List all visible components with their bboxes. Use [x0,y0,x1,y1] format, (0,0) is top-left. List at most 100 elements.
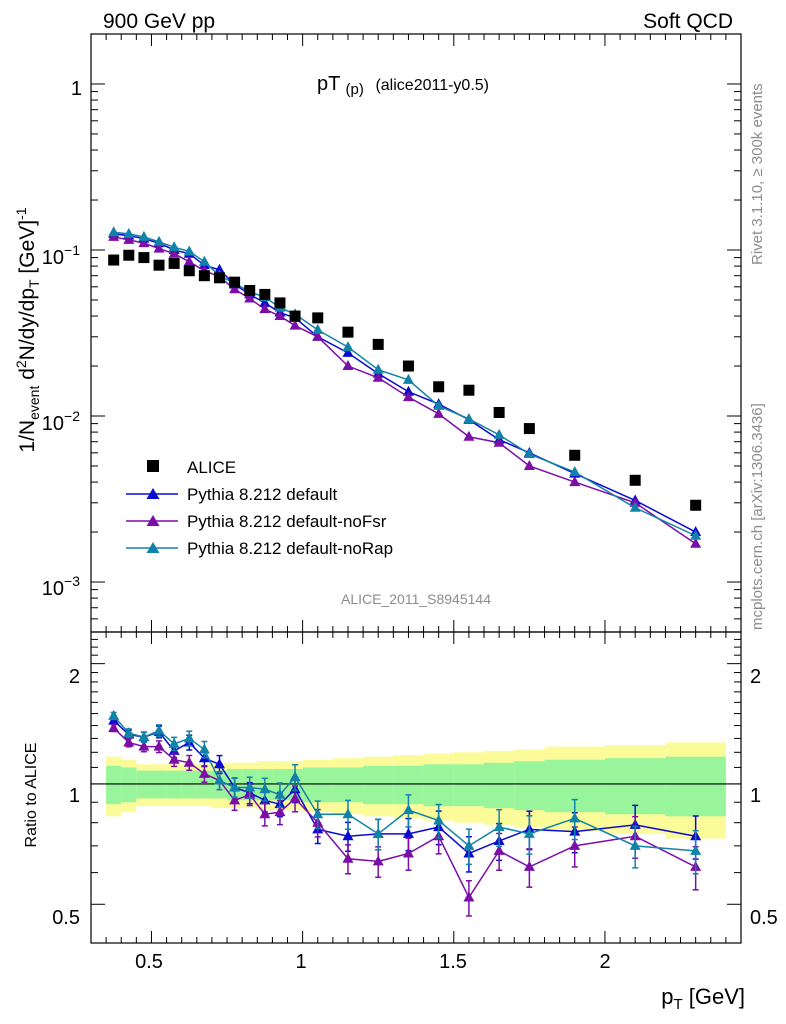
upper-y-tick-label: 10−1 [42,242,80,269]
ylabel-part3: N/dy/dp [16,288,39,360]
ylabel-part2: d [16,368,39,386]
series-point [342,346,354,357]
lower-y-tick-label: 2 [69,666,80,688]
header-right: Soft QCD [643,10,733,33]
series-point [229,283,241,294]
legend-marker-default [146,488,160,499]
ratio-point [274,806,286,817]
alice-data [108,249,702,511]
ratio-point [244,781,256,792]
plot-title: pT (p) (alice2011-y0.5) [317,73,489,99]
ylabel-part1: 1/N [16,420,39,453]
alice-point [183,265,195,277]
lower-y-tick-label-right: 1 [750,785,761,807]
band-inner [423,764,454,807]
plot-title-sub: (p) [346,81,364,98]
lower-y-tick-labels: 2 1 0.5 2 1 0.5 [52,666,778,929]
ratio-point [138,740,150,751]
series-point [108,226,120,237]
ylabel-sup2: -1 [13,207,29,220]
ratio-point [229,781,241,792]
ratio-point [569,812,581,823]
ratio-point [342,830,354,841]
alice-point [244,285,256,297]
legend-marker-alice [147,460,159,472]
alice-point [463,384,475,396]
ratio-point [493,821,505,832]
series-noFsr [108,230,702,548]
alice-point [523,423,535,435]
ratio-point [168,737,180,748]
ratio-point [138,731,150,742]
ylabel-sub1: event [26,386,42,420]
ratio-point [523,860,535,871]
ratio-point [402,827,414,838]
plot-title-tag: (alice2011-y0.5) [375,77,489,94]
axes-frames [90,33,742,944]
xlabel-p: p [661,984,673,1009]
plot-title-main: pT [317,73,340,95]
series-point [433,399,445,410]
series-point [493,428,505,439]
ratio-point [289,771,301,782]
ratio-point [183,732,195,743]
alice-point [289,310,301,322]
series-point [138,230,150,241]
band-inner [121,767,137,803]
series-point [433,407,445,418]
series-point [569,465,581,476]
header-left: 900 GeV pp [103,10,215,33]
lower-y-tick-label: 1 [69,785,80,807]
alice-point [569,449,581,461]
series-point [153,242,165,253]
alice-point [342,326,354,338]
x-tick-label: 2 [599,951,610,973]
alice-point [213,272,225,284]
alice-point [312,312,324,324]
lower-frame [90,631,742,944]
alice-point [433,381,445,393]
ratio-point [493,844,505,855]
ratio-point [198,743,210,754]
series-point [168,241,180,252]
alice-point [274,297,286,309]
series-point [402,385,414,396]
band-inner [453,764,485,807]
series-point [312,330,324,341]
upper-y-tick-label: 1 [71,78,82,100]
ratio-point [229,794,241,805]
band-inner [332,767,364,803]
ratio-point [108,722,120,733]
series-point [274,310,286,321]
upper-y-tick-labels: 1 10−1 10−2 10−3 [42,78,82,600]
mcplots-label: mcplots.cern.ch [arXiv:1306.3436] [749,403,766,630]
band-inner [363,765,394,805]
legend-label-default: Pythia 8.212 default [187,485,338,504]
legend: ALICE Pythia 8.212 default Pythia 8.212 … [126,458,393,558]
ratio-point [213,774,225,785]
series-point [463,430,475,441]
band-inner [106,765,122,805]
alice-point [123,249,135,261]
ratio-point [402,847,414,858]
ratio-point [168,753,180,764]
lower-y-tick-label: 0.5 [52,907,80,929]
ratio-point [123,736,135,747]
upper-y-tick-label: 10−2 [42,408,80,435]
alice-point [372,338,384,350]
series-point [289,319,301,330]
alice-point [259,288,271,300]
series-point [493,436,505,447]
ratio-point [123,727,135,738]
ratio-point [372,855,384,866]
series-point [342,360,354,371]
ylabel-sup1: 2 [13,360,29,368]
upper-ylabel: 1/Nevent d2N/dy/dpT [GeV]-1 [13,207,42,452]
series-point [569,476,581,487]
ratio-point [198,767,210,778]
ratio-point [629,839,641,850]
series-point [213,263,225,274]
xlabel-unit: [GeV] [683,984,745,1009]
series-point [168,247,180,258]
alice-point [229,276,241,288]
